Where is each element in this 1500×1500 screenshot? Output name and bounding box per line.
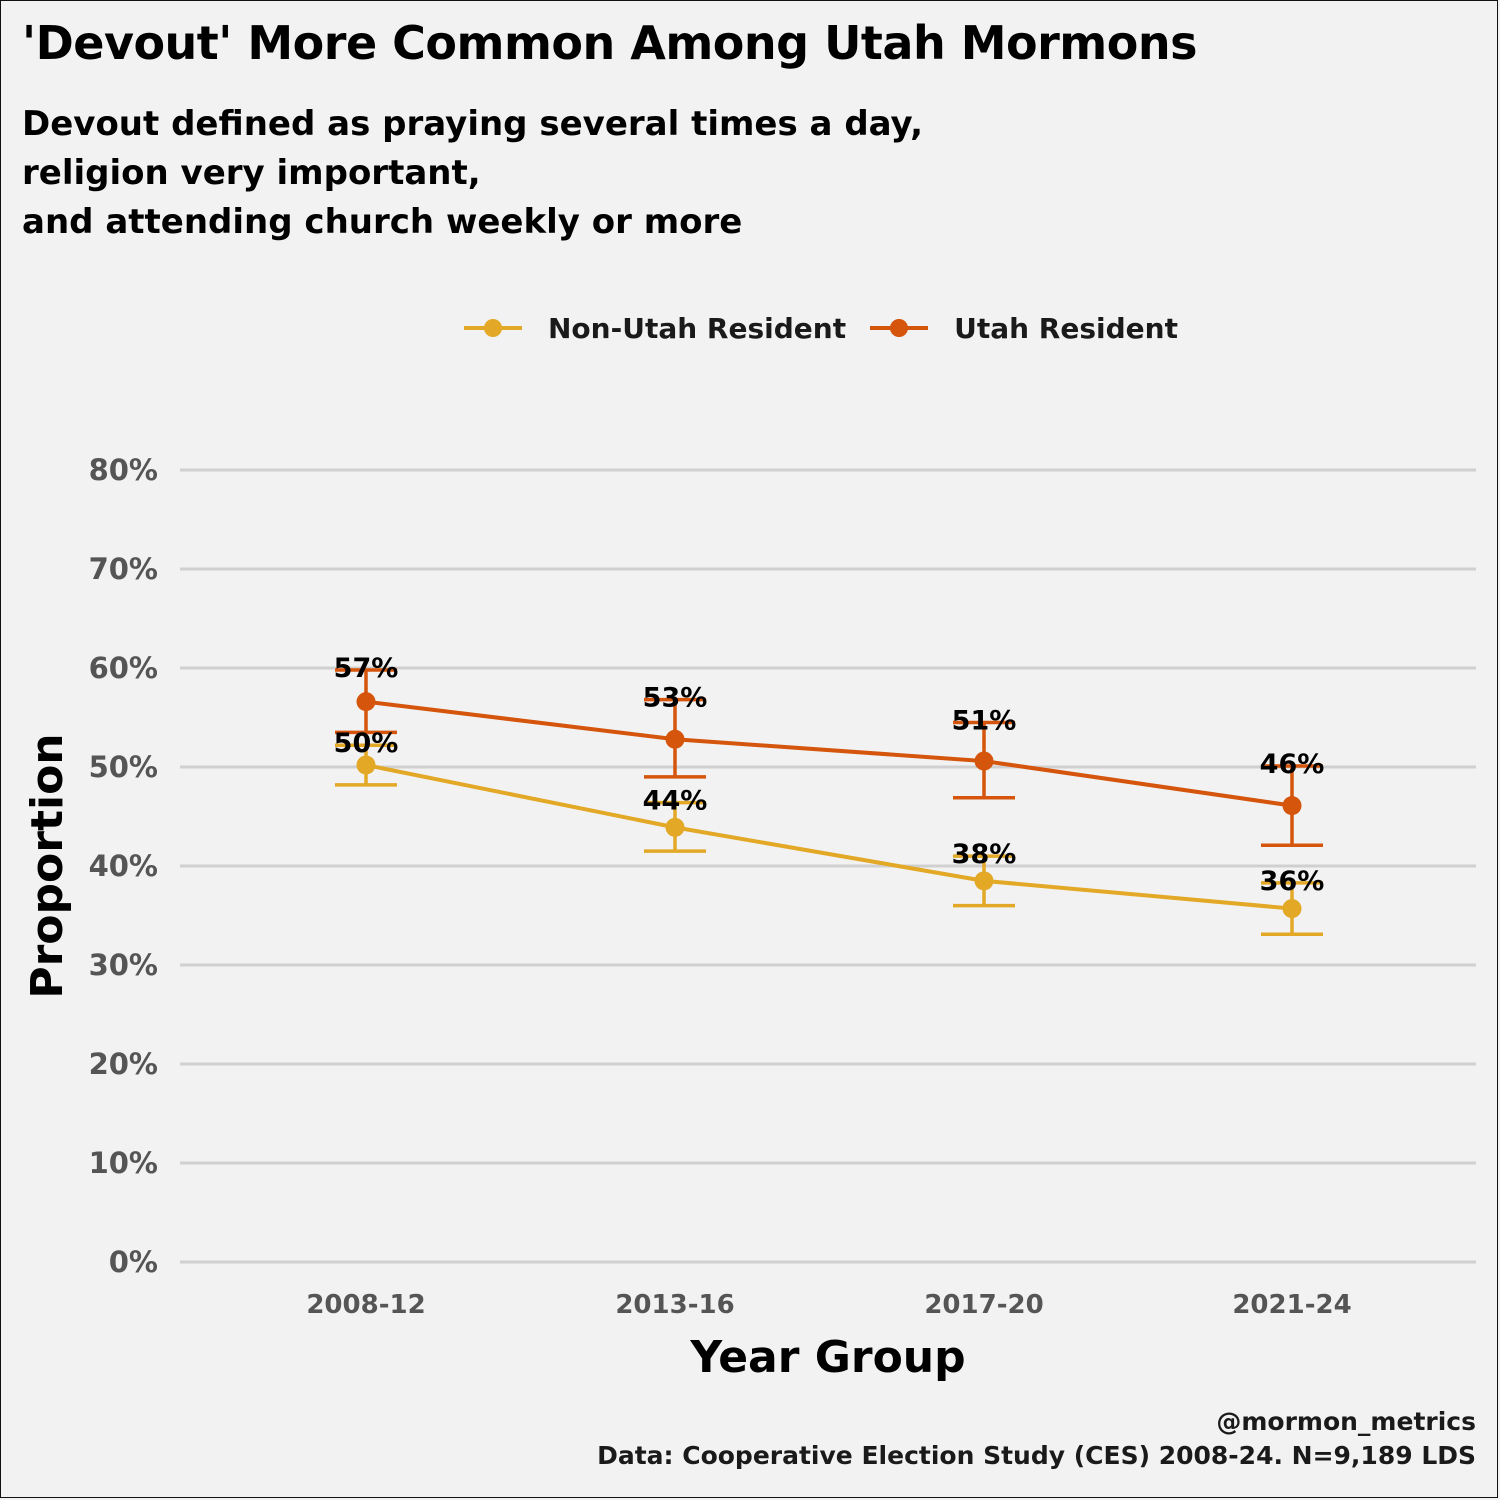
chart-subtitle: Devout defined as praying several times … [22, 100, 923, 247]
y-tick-label: 30% [89, 948, 158, 982]
data-point [1282, 899, 1302, 919]
data-label: 53% [643, 683, 708, 714]
x-axis-ticks: 2008-12 2013-16 2017-20 2021-24 [306, 1290, 1351, 1320]
y-tick-label: 80% [89, 453, 158, 487]
series-group [335, 668, 1323, 937]
legend-key-non-utah [464, 319, 522, 337]
y-axis-ticks: 0% 10% 20% 30% 40% 50% 60% 70% 80% [89, 453, 158, 1279]
data-point [1282, 796, 1302, 816]
series-non-utah [335, 743, 1323, 937]
y-tick-label: 60% [89, 651, 158, 685]
legend-label-non-utah: Non-Utah Resident [548, 311, 847, 345]
data-label: 50% [334, 728, 399, 759]
x-tick-label: 2013-16 [615, 1290, 734, 1320]
data-point [974, 871, 994, 891]
legend: Non-Utah Resident Utah Resident [462, 306, 1200, 350]
data-label: 44% [643, 786, 708, 817]
y-tick-label: 20% [89, 1047, 158, 1081]
data-label: 36% [1260, 866, 1325, 897]
legend-key-utah [870, 319, 929, 337]
y-tick-label: 50% [89, 750, 158, 784]
legend-item-utah: Utah Resident [868, 308, 1178, 348]
data-labels: 50% 44% 38% 36% 57% 53% 51% 46% [334, 653, 1325, 897]
data-point [665, 729, 685, 749]
legend-key-dot [484, 319, 502, 337]
data-label: 57% [334, 653, 399, 684]
chart-title: 'Devout' More Common Among Utah Mormons [22, 16, 1197, 70]
y-tick-label: 40% [89, 849, 158, 883]
y-tick-label: 70% [89, 552, 158, 586]
x-tick-label: 2008-12 [306, 1290, 425, 1320]
x-tick-label: 2021-24 [1232, 1290, 1351, 1320]
x-axis-title: Year Group [689, 1332, 965, 1383]
subtitle-line: Devout defined as praying several times … [22, 104, 923, 144]
legend-key-dot [890, 319, 909, 337]
data-label: 38% [952, 839, 1017, 870]
caption: @mormon_metrics Data: Cooperative Electi… [597, 1405, 1476, 1473]
caption-handle: @mormon_metrics [1216, 1407, 1476, 1436]
y-axis-title: Proportion [22, 733, 73, 998]
data-point [974, 751, 994, 771]
series-line [365, 699, 1293, 808]
legend-item-non-utah: Non-Utah Resident [462, 308, 846, 348]
subtitle-line: religion very important, [22, 153, 481, 193]
caption-source: Data: Cooperative Election Study (CES) 2… [597, 1441, 1476, 1470]
y-tick-label: 0% [109, 1245, 158, 1279]
x-tick-label: 2017-20 [924, 1290, 1043, 1320]
data-label: 46% [1260, 749, 1325, 780]
data-point [356, 692, 376, 712]
legend-label-utah: Utah Resident [954, 311, 1178, 345]
series-line [365, 763, 1293, 911]
series-utah [335, 668, 1323, 847]
subtitle-line: and attending church weekly or more [22, 202, 743, 242]
y-tick-label: 10% [89, 1146, 158, 1180]
data-point [356, 755, 376, 775]
data-point [665, 817, 685, 837]
data-label: 51% [952, 705, 1017, 736]
gridlines [180, 468, 1476, 1264]
